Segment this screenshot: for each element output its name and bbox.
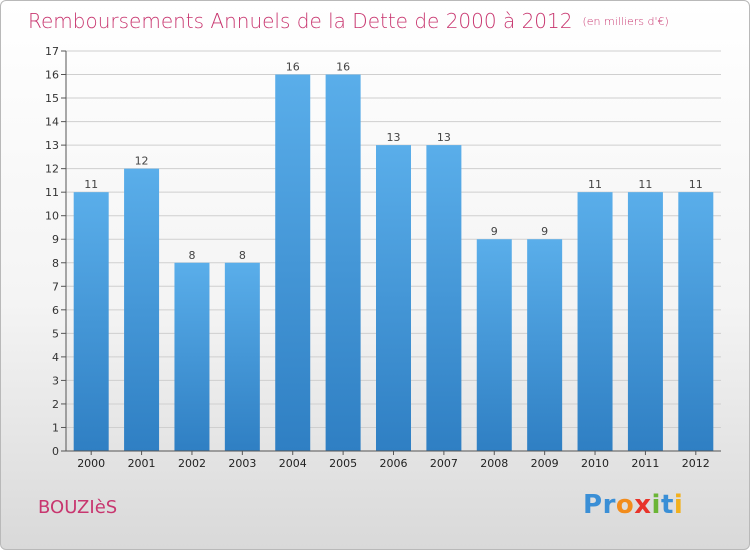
- bar-2002: [174, 262, 210, 451]
- data-label-2002: 8: [188, 249, 195, 262]
- y-tick-label: 10: [45, 210, 59, 223]
- bar-2010: [577, 192, 613, 452]
- x-tick-label-2011: 2011: [631, 457, 659, 470]
- y-tick-label: 9: [52, 233, 59, 246]
- data-label-2007: 13: [437, 131, 451, 144]
- x-tick-label-2004: 2004: [279, 457, 307, 470]
- data-label-2000: 11: [84, 178, 98, 191]
- bar-2000: [73, 192, 109, 452]
- bar-2001: [124, 168, 160, 451]
- data-label-2011: 11: [638, 178, 652, 191]
- y-tick-label: 15: [45, 92, 59, 105]
- x-tick-label-2000: 2000: [77, 457, 105, 470]
- x-tick-label-2012: 2012: [682, 457, 710, 470]
- x-tick-label-2003: 2003: [228, 457, 256, 470]
- logo-letter: i: [673, 490, 684, 520]
- data-label-2003: 8: [239, 249, 246, 262]
- y-tick-label: 6: [52, 304, 59, 317]
- chart-title-text: Remboursements Annuels de la Dette de 20…: [28, 9, 573, 33]
- y-tick-label: 4: [52, 351, 59, 364]
- logo-letter: t: [660, 490, 674, 520]
- y-tick-label: 7: [52, 280, 59, 293]
- x-tick-label-2007: 2007: [430, 457, 458, 470]
- y-tick-label: 13: [45, 139, 59, 152]
- y-tick-label: 5: [52, 327, 59, 340]
- logo-letter: x: [634, 490, 652, 520]
- logo-letter: o: [615, 490, 635, 520]
- proxiti-logo[interactable]: Proxiti: [583, 490, 683, 520]
- data-label-2006: 13: [387, 131, 401, 144]
- bar-2011: [627, 192, 663, 452]
- logo-letter: r: [602, 490, 616, 520]
- data-label-2010: 11: [588, 178, 602, 191]
- data-label-2012: 11: [689, 178, 703, 191]
- bar-2006: [376, 145, 411, 451]
- y-tick-label: 3: [52, 374, 59, 387]
- commune-name: BOUZIèS: [38, 497, 118, 518]
- data-label-2001: 12: [135, 155, 149, 168]
- y-tick-label: 12: [45, 163, 59, 176]
- y-tick-label: 11: [45, 186, 59, 199]
- x-tick-label-2010: 2010: [581, 457, 609, 470]
- bar-2005: [325, 74, 361, 451]
- logo-letter: P: [583, 490, 603, 520]
- x-tick-label-2009: 2009: [531, 457, 559, 470]
- data-label-2008: 9: [491, 225, 498, 238]
- y-tick-label: 14: [45, 116, 59, 129]
- x-tick-label-2006: 2006: [380, 457, 408, 470]
- x-tick-label-2002: 2002: [178, 457, 206, 470]
- logo-letter: i: [651, 490, 661, 520]
- y-tick-label: 0: [52, 445, 59, 458]
- chart-unit: (en milliers d'€): [582, 15, 669, 28]
- x-tick-label-2001: 2001: [128, 457, 156, 470]
- bar-2012: [678, 192, 714, 452]
- data-label-2009: 9: [541, 225, 548, 238]
- bar-2008: [476, 239, 512, 451]
- bar-2007: [426, 145, 462, 451]
- y-tick-label: 16: [45, 69, 59, 82]
- bar-2004: [275, 74, 311, 451]
- bar-2009: [527, 239, 563, 451]
- x-tick-label-2008: 2008: [480, 457, 508, 470]
- x-tick-label-2005: 2005: [329, 457, 357, 470]
- y-tick-label: 2: [52, 398, 59, 411]
- chart-title: Remboursements Annuels de la Dette de 20…: [28, 9, 669, 33]
- bar-2003: [224, 262, 260, 451]
- y-tick-label: 8: [52, 257, 59, 270]
- data-label-2005: 16: [336, 61, 350, 74]
- y-tick-label: 1: [52, 421, 59, 434]
- y-tick-label: 17: [45, 45, 59, 58]
- data-label-2004: 16: [286, 61, 300, 74]
